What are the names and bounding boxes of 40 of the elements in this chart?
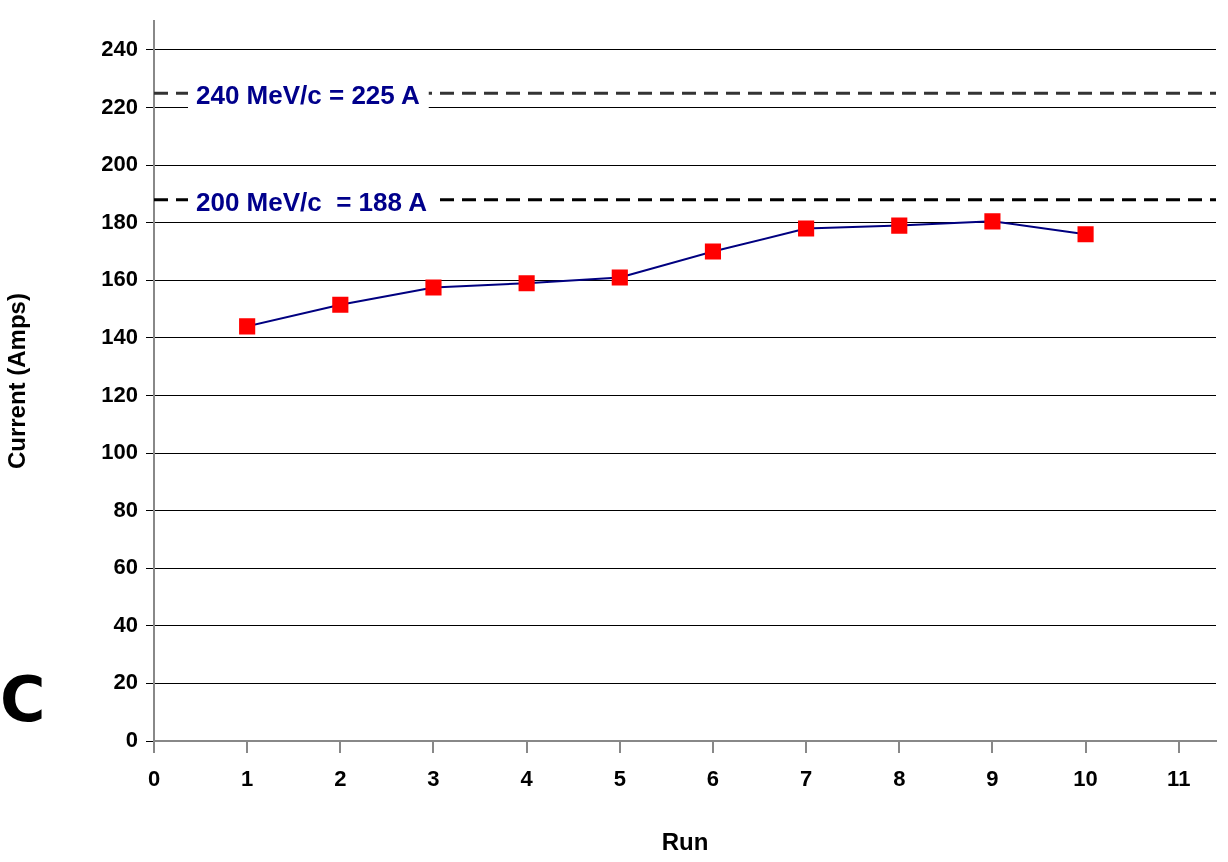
y-tick-label: 100 [101,439,138,465]
y-tick-label: 120 [101,381,138,407]
point [984,213,1001,230]
text: C [0,663,46,737]
y-tick-label: 80 [113,496,138,522]
x-tick-label: 3 [427,766,440,792]
point [891,217,908,234]
y-tick-label: 40 [113,611,138,637]
point [611,269,628,286]
y-tick-label: 0 [125,727,138,753]
x-tick-label: 9 [986,766,999,792]
x-tick-label: 0 [147,766,161,792]
y-axis-title: Current (Amps) [3,293,31,470]
x-tick-label: 8 [893,766,906,792]
ref-line-label: 240 MeV/c = 225 A [196,80,421,111]
point [798,220,815,237]
x-tick-label: 7 [799,766,813,792]
point [518,275,535,292]
y-tick-label: 200 [101,151,138,177]
point [704,243,722,260]
y-tick-label: 20 [113,669,138,695]
y-tick-label: 140 [101,323,138,349]
ref-line-label: 200 MeV/c = 188 A [196,186,428,217]
point [332,296,349,313]
y-tick-label: 220 [101,93,138,119]
x-tick-label: 10 [1073,766,1098,792]
y-tick-label: 160 [101,266,138,292]
point [239,318,256,335]
x-tick-label: 2 [334,766,347,792]
x-tick-label: 1 [241,766,254,792]
y-tick-label: 240 [101,36,138,62]
x-tick-label: 4 [520,766,534,792]
point [425,279,442,296]
y-tick-label: 60 [113,554,138,580]
x-axis-title: Run [661,828,709,856]
y-tick-label: 180 [101,208,138,234]
x-tick-label: 11 [1167,766,1191,792]
point [1077,226,1094,243]
x-tick-label: 6 [706,766,720,792]
x-tick-label: 5 [613,766,626,792]
